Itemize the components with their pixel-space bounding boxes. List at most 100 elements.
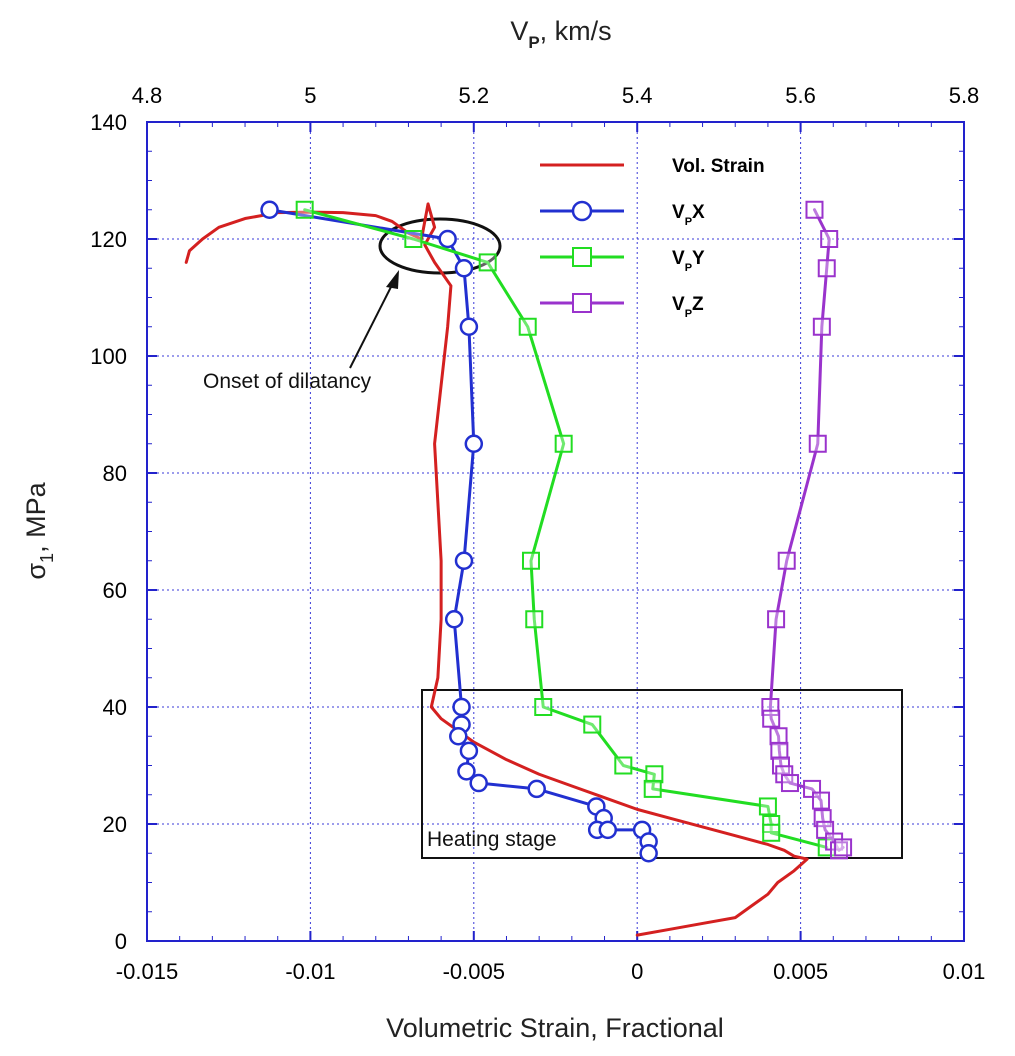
point-vpx — [527, 779, 546, 799]
point-vpz — [834, 838, 853, 857]
x-tick-label: 0 — [631, 959, 643, 984]
legend-label-main: Vol. Strain — [672, 156, 765, 177]
point-vpy — [614, 756, 633, 775]
series-layer — [184, 200, 853, 937]
x-tick-label: 0.01 — [943, 959, 986, 984]
y-tick-label: 20 — [103, 812, 127, 837]
point-vpz — [762, 709, 781, 728]
point-vpz — [777, 551, 796, 570]
point-vpz — [808, 434, 827, 453]
x2-tick-label: 5.4 — [622, 83, 653, 108]
point-vpy — [518, 317, 537, 336]
x2-tick-label: 5.6 — [785, 83, 816, 108]
point-vpy — [478, 253, 497, 272]
top-axis-title-rest: , km/s — [540, 16, 612, 46]
series-line-vpy — [303, 208, 829, 849]
legend-entry-1-label: VPX — [672, 202, 705, 228]
x2-tick-label: 5.8 — [949, 83, 980, 108]
legend-label-sub: P — [685, 308, 692, 320]
tick-labels: -0.015 -0.01 -0.005 0 0.005 0.01 4.8 5 5.2 5.4 5.6… — [90, 83, 985, 984]
point-vpy — [404, 230, 423, 248]
point-vpy — [534, 698, 553, 716]
legend-entry-1-marker — [571, 200, 593, 222]
heating-stage-label: Heating stage — [427, 828, 557, 851]
point-vpx — [454, 551, 474, 570]
legend-label-main: V — [672, 248, 685, 269]
point-vpy — [525, 610, 544, 629]
series-line-vol-strain — [184, 202, 809, 937]
y-axis-title-rest: , MPa — [21, 481, 51, 553]
dilatancy-arrowhead — [386, 270, 399, 289]
point-vpx — [452, 697, 471, 717]
y-tick-label: 140 — [90, 110, 127, 135]
point-vpx — [454, 259, 474, 278]
point-vpy — [521, 551, 540, 570]
x2-tick-label: 4.8 — [132, 83, 163, 108]
point-vpz — [817, 259, 836, 278]
point-vpx — [639, 844, 658, 863]
point-vpy — [554, 434, 573, 453]
y-tick-label: 40 — [103, 695, 127, 720]
dilatancy-ellipse — [378, 217, 502, 275]
point-vpz — [812, 791, 831, 810]
point-vpx — [438, 229, 457, 249]
point-vpx — [260, 200, 279, 219]
point-vpy — [643, 779, 662, 798]
x-tick-label: -0.005 — [443, 959, 505, 984]
point-vpx — [464, 434, 484, 453]
tick-marks — [146, 121, 965, 942]
point-vpz — [767, 610, 786, 629]
point-vpx — [444, 610, 464, 629]
x-tick-label: 0.005 — [773, 959, 828, 984]
point-vpy — [762, 823, 781, 842]
point-vpz — [780, 774, 799, 793]
y-tick-label: 80 — [103, 461, 127, 486]
plot-frame — [146, 121, 965, 942]
point-vpy — [758, 797, 777, 816]
x-axis-title: Volumetric Strain, Fractional — [386, 1013, 724, 1043]
point-vpz — [820, 230, 839, 248]
point-vpz — [805, 200, 824, 219]
legend-label-rest: Y — [692, 248, 705, 269]
y-axis-title: σ1, MPa — [21, 481, 57, 579]
point-vpx — [449, 727, 468, 746]
legend-label-sub: P — [685, 262, 692, 274]
dilatancy-label: Onset of dilatancy — [203, 370, 372, 393]
point-vpx — [457, 762, 476, 781]
x-tick-label: -0.01 — [285, 959, 335, 984]
legend-label-rest: X — [692, 202, 705, 223]
x-tick-label: -0.015 — [116, 959, 178, 984]
top-axis-title-sub: P — [528, 33, 539, 52]
point-vpz — [769, 727, 788, 746]
legend-entry-3-marker — [572, 293, 592, 313]
point-vpy — [645, 765, 664, 784]
x2-tick-label: 5 — [304, 83, 316, 108]
y-axis-title-main: σ — [21, 563, 51, 580]
legend-label-main: V — [672, 202, 685, 223]
y-tick-label: 60 — [103, 578, 127, 603]
y-tick-label: 100 — [90, 344, 127, 369]
top-axis-title-main: V — [510, 16, 528, 46]
legend-label-main: V — [672, 294, 685, 315]
legend-label-sub: P — [685, 216, 692, 228]
point-vpy — [295, 200, 314, 219]
legend-label-rest: Z — [692, 294, 704, 315]
point-vpy — [583, 715, 602, 734]
point-vpz — [812, 317, 831, 336]
dilatancy-arrow-line — [349, 278, 396, 369]
point-vpz — [770, 741, 789, 760]
legend-entry-3-label: VPZ — [672, 294, 704, 320]
y-tick-label: 120 — [90, 227, 127, 252]
grid-lines — [147, 122, 964, 941]
legend-entry-2-marker — [572, 247, 592, 267]
point-vpx — [469, 773, 488, 793]
legend-entry-2-label: VPY — [672, 248, 705, 274]
legend-entry-0-label: Vol. Strain — [672, 156, 765, 177]
point-vpx — [459, 741, 479, 761]
heating-stage-box — [421, 689, 903, 859]
x2-tick-label: 5.2 — [459, 83, 490, 108]
y-tick-label: 0 — [115, 929, 127, 954]
top-axis-title: VP, km/s — [510, 16, 611, 52]
